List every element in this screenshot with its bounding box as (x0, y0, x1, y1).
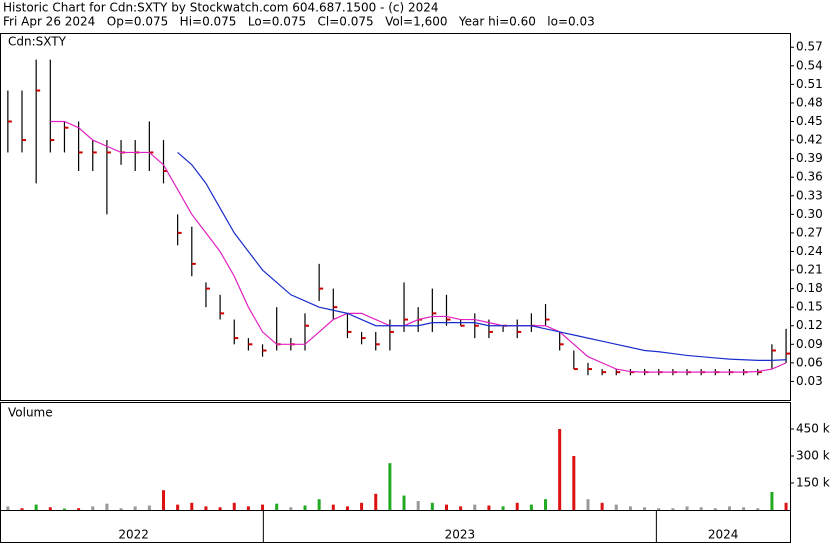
volume-bar (473, 504, 477, 510)
y-tick-label: 0.42 (796, 133, 823, 147)
volume-bar (176, 504, 180, 510)
price-frame (0, 33, 791, 401)
moving-average (50, 120, 787, 373)
volume-bar (77, 508, 81, 510)
volume-bar (770, 492, 774, 510)
volume-bar (416, 501, 420, 510)
volume-bar (586, 499, 590, 510)
y-tick-label: 150 k (796, 476, 830, 490)
volume-bar (657, 508, 661, 510)
volume-bar (402, 495, 406, 510)
x-tick-label: 2024 (708, 528, 739, 542)
volume-bar (105, 503, 109, 510)
volume-bar (487, 505, 491, 510)
y-tick-label: 0.36 (796, 170, 823, 184)
chart-subtitle: Fri Apr 26 2024 Op=0.075 Hi=0.075 Lo=0.0… (3, 15, 595, 29)
volume-bar (529, 504, 533, 510)
y-tick-label: 0.09 (796, 337, 823, 351)
volume-bar (48, 507, 52, 510)
volume-bar (275, 503, 279, 510)
x-tick-label: 2023 (445, 528, 476, 542)
volume-bar (20, 508, 24, 510)
volume-bar (232, 502, 236, 510)
volume-bar (459, 506, 463, 510)
volume-bar (360, 502, 364, 510)
volume-bar (62, 508, 66, 510)
y-tick-label: 0.06 (796, 355, 823, 369)
y-tick-label: 300 k (796, 449, 830, 463)
volume-bar (727, 506, 731, 510)
volume-bar (671, 508, 675, 510)
volume-bar (742, 507, 746, 510)
volume-bar (147, 505, 151, 510)
volume-bar (246, 506, 250, 510)
volume-title: Volume (8, 406, 53, 420)
chart-title: Historic Chart for Cdn:SXTY by Stockwatc… (3, 1, 439, 15)
volume-bar (614, 504, 618, 510)
volume-bar (699, 507, 703, 510)
volume-bar (388, 463, 392, 510)
y-tick-label: 450 k (796, 422, 830, 436)
y-tick-label: 0.15 (796, 300, 823, 314)
volume-bar (289, 507, 293, 510)
volume-bar (756, 508, 760, 510)
moving-average (177, 151, 787, 361)
volume-bar (501, 506, 505, 510)
y-tick-label: 0.12 (796, 318, 823, 332)
y-tick-label: 0.54 (796, 58, 823, 72)
volume-bar (204, 506, 208, 510)
volume-bar (713, 508, 717, 510)
symbol-label: Cdn:SXTY (8, 35, 67, 49)
volume-bar (628, 506, 632, 510)
volume-bar (261, 504, 265, 510)
volume-bar (572, 456, 576, 510)
volume-bar (784, 502, 788, 510)
y-tick-label: 0.57 (796, 40, 823, 54)
volume-bar (331, 504, 335, 510)
volume-bar (430, 502, 434, 510)
y-tick-label: 0.03 (796, 374, 823, 388)
volume-bar (558, 429, 562, 510)
volume-bar (544, 499, 548, 510)
volume-bar (162, 490, 166, 510)
x-tick-label: 2022 (118, 528, 149, 542)
volume-bar (374, 493, 378, 510)
y-tick-label: 0.39 (796, 151, 823, 165)
y-tick-label: 0.24 (796, 244, 823, 258)
volume-bar (218, 507, 222, 510)
volume-bar (600, 502, 604, 510)
volume-bar (317, 499, 321, 510)
y-tick-label: 0.27 (796, 225, 823, 239)
volume-bar (515, 502, 519, 510)
y-tick-label: 0.21 (796, 263, 823, 277)
y-tick-label: 0.30 (796, 207, 823, 221)
volume-bar (133, 506, 137, 510)
volume-bar (34, 504, 38, 510)
volume-bar (190, 502, 194, 510)
y-tick-label: 0.48 (796, 95, 823, 109)
volume-bar (119, 508, 123, 510)
volume-bar (91, 506, 95, 510)
volume-bar (685, 506, 689, 510)
volume-bar (6, 506, 10, 510)
volume-bar (303, 505, 307, 510)
y-tick-label: 0.33 (796, 188, 823, 202)
y-tick-label: 0.18 (796, 281, 823, 295)
y-tick-label: 0.51 (796, 77, 823, 91)
y-tick-label: 0.45 (796, 114, 823, 128)
volume-bar (444, 504, 448, 510)
volume-bar (643, 507, 647, 510)
volume-bar (345, 506, 349, 510)
